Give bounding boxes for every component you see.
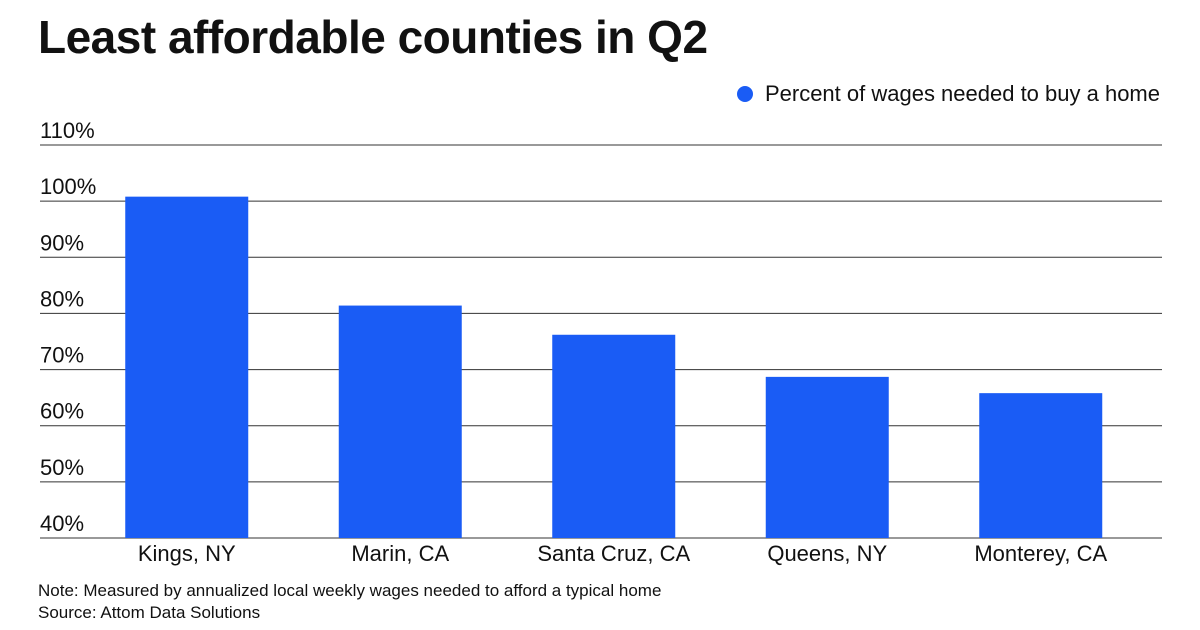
chart-title: Least affordable counties in Q2 (38, 11, 708, 63)
x-tick-label: Queens, NY (767, 541, 887, 566)
footnotes: Note: Measured by annualized local weekl… (38, 580, 661, 624)
y-tick-label: 50% (40, 455, 84, 480)
y-tick-label: 100% (40, 174, 96, 199)
x-tick-label: Monterey, CA (974, 541, 1107, 566)
bar (552, 334, 676, 538)
source-text: Source: Attom Data Solutions (38, 603, 261, 622)
note-text: Note: Measured by annualized local weekl… (38, 581, 662, 600)
bar (125, 196, 249, 538)
bar (338, 305, 462, 538)
bar (979, 393, 1103, 538)
legend: Percent of wages needed to buy a home (736, 81, 1160, 107)
y-tick-label: 60% (40, 399, 84, 424)
y-axis-tick-labels: 40% 50% 60% 70% 80% 90% 100% 110% (40, 118, 96, 536)
x-axis-tick-labels: Kings, NY Marin, CA Santa Cruz, CA Queens, … (138, 541, 1108, 566)
bar (765, 376, 889, 538)
x-tick-label: Santa Cruz, CA (537, 541, 690, 566)
y-tick-label: 80% (40, 286, 84, 311)
x-tick-label: Kings, NY (138, 541, 236, 566)
y-tick-label: 40% (40, 511, 84, 536)
legend-label: Percent of wages needed to buy a home (764, 81, 1160, 106)
y-tick-label: 90% (40, 230, 84, 255)
y-tick-label: 70% (40, 343, 84, 368)
legend-dot-icon (736, 86, 753, 102)
y-tick-label: 110% (40, 118, 95, 143)
x-tick-label: Marin, CA (351, 541, 449, 566)
bars (125, 196, 1103, 538)
